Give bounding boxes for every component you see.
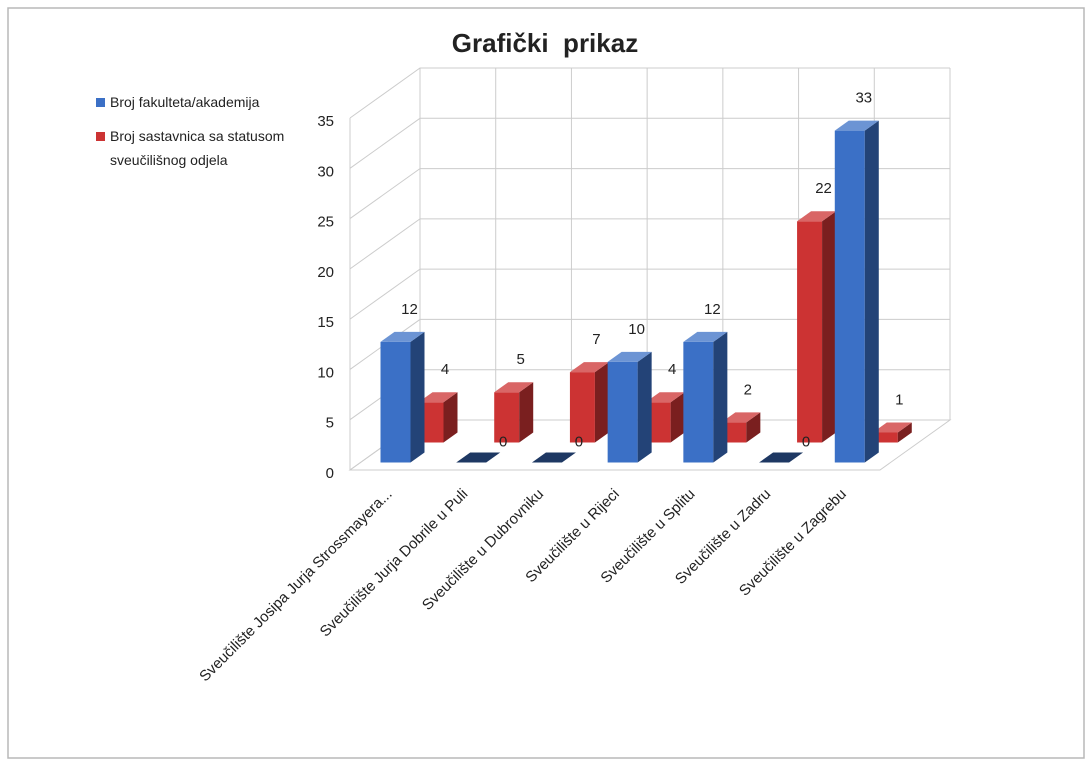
bar-side [410, 331, 425, 463]
value-label: 0 [499, 433, 507, 450]
bar-top [456, 452, 501, 463]
bar-front [834, 130, 865, 463]
bar-side [637, 351, 652, 463]
y-tick-label: 35 [317, 113, 334, 130]
bar-front [418, 402, 444, 443]
bar-top [834, 120, 879, 131]
value-label: 0 [575, 433, 583, 450]
value-label: 2 [744, 381, 752, 398]
grid-line [349, 117, 950, 169]
bar [759, 452, 804, 463]
bar-side [746, 412, 761, 443]
y-tick-label: 0 [326, 465, 334, 482]
bar [569, 362, 609, 443]
bar-side [670, 392, 685, 443]
bar [872, 422, 912, 443]
bar-front [683, 341, 714, 463]
y-tick-label: 25 [317, 214, 334, 231]
value-label: 10 [628, 321, 645, 338]
value-label: 12 [401, 301, 418, 318]
y-tick-label: 20 [317, 264, 334, 281]
y-tick-label: 10 [317, 364, 334, 381]
bar-top [872, 422, 912, 433]
value-label: 0 [802, 433, 810, 450]
bar-top [531, 452, 576, 463]
chart-title: Grafički prikaz [452, 28, 638, 58]
value-label: 12 [704, 301, 721, 318]
bar-front [797, 221, 823, 443]
bar [418, 392, 458, 443]
grid-line [349, 268, 950, 320]
value-label: 22 [815, 180, 832, 197]
legend-label: Broj fakulteta/akademija [110, 94, 260, 110]
value-label: 5 [517, 351, 525, 368]
bar-side [519, 382, 534, 443]
bar-side [864, 120, 879, 463]
bar-top [380, 331, 425, 342]
legend-item: Broj fakulteta/akademija [96, 90, 356, 114]
bar-front [607, 361, 638, 463]
value-label: 4 [441, 361, 449, 378]
bar-front [645, 402, 671, 443]
y-tick-label: 15 [317, 314, 334, 331]
bar-top [607, 351, 652, 362]
bar-front [380, 341, 411, 463]
bar-side [594, 362, 609, 443]
bar-front [494, 392, 520, 443]
bar [494, 382, 534, 443]
y-tick-label: 30 [317, 163, 334, 180]
legend: Broj fakulteta/akademija Broj sastavnica … [96, 90, 356, 182]
legend-item: Broj sastavnica sa statusom sveučilišnog… [96, 124, 356, 172]
bar-top [721, 412, 761, 423]
bar [607, 351, 652, 463]
bar-front [872, 432, 898, 443]
bar [456, 452, 501, 463]
frame [7, 7, 1085, 759]
legend-swatch [96, 98, 105, 107]
grid-line [349, 218, 950, 270]
bar-top [569, 362, 609, 373]
bar [721, 412, 761, 443]
bar-side [822, 211, 837, 443]
grid-line [349, 67, 950, 119]
bar-top [797, 211, 837, 222]
legend-label: Broj sastavnica sa statusom sveučilišnog… [110, 128, 285, 168]
grid-line [349, 318, 950, 370]
bar-side [713, 331, 728, 463]
bar-front [569, 372, 595, 443]
bar-front [721, 422, 747, 443]
value-label: 1 [895, 391, 903, 408]
value-label: 7 [592, 331, 600, 348]
bar [380, 331, 425, 463]
bar [683, 331, 728, 463]
grid-line [349, 168, 950, 219]
bar-top [418, 392, 458, 403]
value-label: 33 [855, 90, 872, 107]
bar-top [759, 452, 804, 463]
bar-side [443, 392, 458, 443]
bar [834, 120, 879, 463]
bar [797, 211, 837, 443]
bar [645, 392, 685, 443]
y-tick-label: 5 [326, 415, 334, 432]
bar-top [494, 382, 534, 393]
bar-top [683, 331, 728, 342]
bar-top [645, 392, 685, 403]
legend-swatch [96, 132, 105, 141]
bar-side [897, 422, 912, 443]
bar [531, 452, 576, 463]
value-label: 4 [668, 361, 676, 378]
